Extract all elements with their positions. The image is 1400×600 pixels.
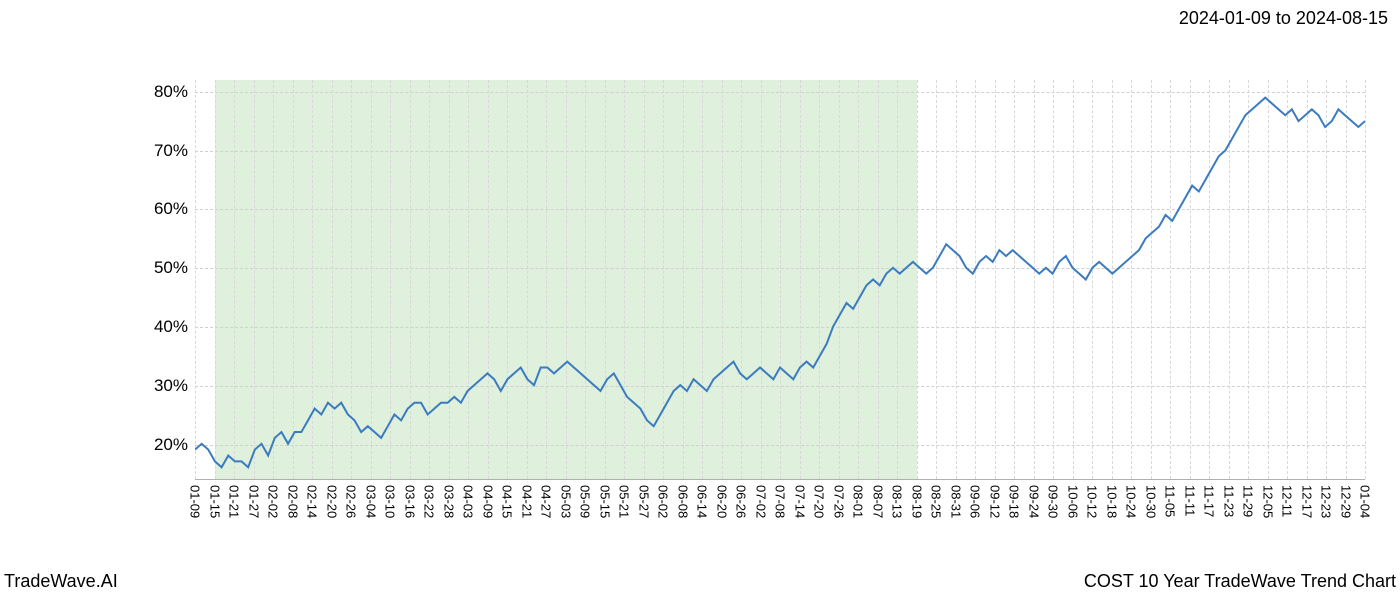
- x-tick-label: 06-20: [714, 485, 729, 518]
- x-tick-label: 10-12: [1085, 485, 1100, 518]
- x-tick-label: 04-15: [500, 485, 515, 518]
- gridline-v: [1365, 80, 1366, 479]
- x-tick-label: 05-09: [578, 485, 593, 518]
- x-tick-label: 09-12: [987, 485, 1002, 518]
- date-range-label: 2024-01-09 to 2024-08-15: [1179, 8, 1388, 29]
- x-tick-label: 05-21: [617, 485, 632, 518]
- x-tick-label: 02-26: [344, 485, 359, 518]
- x-tick-label: 12-29: [1338, 485, 1353, 518]
- x-tick-label: 10-24: [1124, 485, 1139, 518]
- brand-label: TradeWave.AI: [4, 571, 118, 592]
- y-tick-label: 30%: [128, 376, 188, 396]
- x-tick-label: 07-02: [753, 485, 768, 518]
- trend-line: [195, 98, 1365, 468]
- x-tick-label: 08-19: [909, 485, 924, 518]
- x-tick-label: 06-02: [656, 485, 671, 518]
- x-tick-label: 06-14: [695, 485, 710, 518]
- x-tick-label: 08-07: [870, 485, 885, 518]
- x-tick-label: 07-08: [773, 485, 788, 518]
- x-tick-label: 05-03: [558, 485, 573, 518]
- x-tick-label: 04-21: [519, 485, 534, 518]
- x-tick-label: 07-20: [812, 485, 827, 518]
- x-tick-label: 12-17: [1299, 485, 1314, 518]
- x-tick-label: 02-20: [324, 485, 339, 518]
- x-tick-label: 04-27: [539, 485, 554, 518]
- x-tick-label: 07-14: [792, 485, 807, 518]
- x-tick-label: 02-02: [266, 485, 281, 518]
- line-chart-svg: [195, 80, 1365, 479]
- x-tick-label: 01-09: [188, 485, 203, 518]
- x-tick-label: 02-14: [305, 485, 320, 518]
- x-tick-label: 09-18: [1007, 485, 1022, 518]
- y-tick-label: 40%: [128, 317, 188, 337]
- x-tick-label: 08-01: [851, 485, 866, 518]
- x-tick-label: 04-03: [461, 485, 476, 518]
- x-tick-label: 03-04: [363, 485, 378, 518]
- x-tick-label: 11-29: [1241, 485, 1256, 517]
- x-tick-label: 08-13: [890, 485, 905, 518]
- x-tick-label: 05-27: [636, 485, 651, 518]
- x-tick-label: 03-10: [383, 485, 398, 518]
- x-tick-label: 06-26: [734, 485, 749, 518]
- x-tick-label: 03-28: [441, 485, 456, 518]
- x-tick-label: 03-16: [402, 485, 417, 518]
- chart-container: 20% 30% 40% 50% 60% 70% 80% 01-09 01-15 01-21 01-…: [0, 60, 1400, 540]
- y-tick-label: 50%: [128, 258, 188, 278]
- x-tick-label: 12-05: [1260, 485, 1275, 518]
- x-tick-label: 11-23: [1221, 485, 1236, 517]
- x-tick-label: 03-22: [422, 485, 437, 518]
- y-tick-label: 70%: [128, 141, 188, 161]
- plot-area: [195, 80, 1365, 480]
- y-tick-label: 80%: [128, 82, 188, 102]
- y-tick-label: 20%: [128, 435, 188, 455]
- chart-title: COST 10 Year TradeWave Trend Chart: [1084, 571, 1396, 592]
- x-tick-label: 09-30: [1046, 485, 1061, 518]
- y-tick-label: 60%: [128, 199, 188, 219]
- x-tick-label: 11-17: [1202, 485, 1217, 517]
- x-tick-label: 08-25: [929, 485, 944, 518]
- x-tick-label: 01-04: [1358, 485, 1373, 518]
- x-tick-label: 12-23: [1319, 485, 1334, 518]
- x-tick-label: 04-09: [480, 485, 495, 518]
- x-tick-label: 07-26: [831, 485, 846, 518]
- x-tick-label: 11-11: [1182, 485, 1197, 516]
- x-tick-label: 11-05: [1163, 485, 1178, 517]
- x-tick-label: 10-06: [1065, 485, 1080, 518]
- x-tick-label: 09-06: [968, 485, 983, 518]
- x-tick-label: 10-18: [1104, 485, 1119, 518]
- x-tick-label: 12-11: [1280, 485, 1295, 517]
- x-tick-label: 01-27: [246, 485, 261, 518]
- x-tick-label: 02-08: [285, 485, 300, 518]
- x-tick-label: 08-31: [948, 485, 963, 518]
- x-tick-label: 10-30: [1143, 485, 1158, 518]
- x-tick-label: 05-15: [597, 485, 612, 518]
- x-tick-label: 06-08: [675, 485, 690, 518]
- x-tick-label: 09-24: [1026, 485, 1041, 518]
- x-tick-label: 01-15: [207, 485, 222, 518]
- x-tick-label: 01-21: [227, 485, 242, 518]
